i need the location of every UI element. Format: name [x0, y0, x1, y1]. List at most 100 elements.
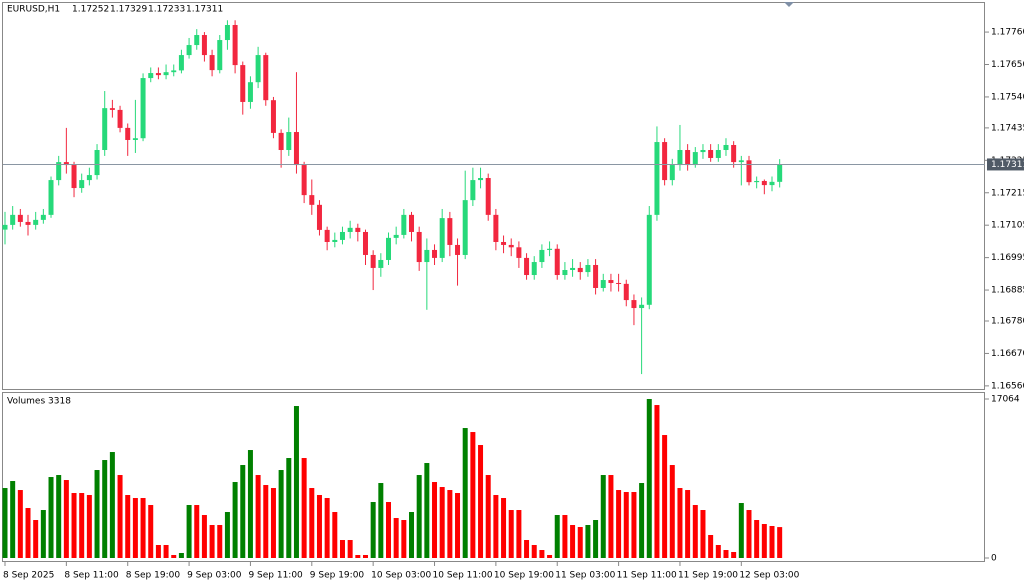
y-tick-label: 1.16885	[991, 286, 1024, 296]
volume-bar	[593, 520, 599, 558]
candle-body	[370, 254, 376, 268]
volume-bar	[301, 458, 307, 558]
candle-body	[386, 237, 391, 260]
candle-body	[401, 214, 407, 235]
y-tick-label: 0	[991, 554, 997, 564]
candle-body	[432, 249, 438, 258]
candle-body	[700, 150, 706, 153]
volume-bar	[232, 482, 238, 558]
volume-bar	[17, 490, 23, 558]
candle-body	[769, 181, 775, 186]
candle-body	[140, 78, 146, 139]
volume-bar	[362, 554, 368, 558]
candle-body	[240, 65, 246, 102]
candle-body	[508, 244, 514, 248]
y-tick-label: 1.16670	[991, 349, 1024, 359]
candle-body	[125, 127, 131, 140]
volume-bar	[432, 482, 438, 558]
x-tick-label: 12 Sep 03:00	[739, 571, 799, 581]
volume-bar	[754, 520, 760, 558]
volume-bar	[631, 492, 637, 558]
candle-body	[232, 24, 238, 66]
volume-bar	[40, 510, 46, 558]
volume-bar	[10, 481, 16, 558]
candle-body	[247, 82, 253, 102]
candle-body	[301, 165, 307, 196]
volume-bar	[94, 470, 100, 558]
volume-bar	[416, 475, 422, 558]
volume-bar	[217, 525, 223, 558]
volume-bar	[669, 465, 675, 558]
candle-body	[2, 224, 8, 230]
volume-bar	[71, 493, 77, 558]
volume-bar	[616, 490, 622, 558]
volume-bar	[501, 498, 507, 558]
volume-bar	[278, 470, 284, 558]
volume-bar	[723, 550, 729, 558]
candle-body	[424, 249, 430, 263]
y-tick-label: 1.17650	[991, 60, 1024, 70]
x-tick-label: 10 Sep 11:00	[433, 571, 493, 581]
candle-body	[708, 150, 714, 158]
x-tick-label: 10 Sep 19:00	[494, 571, 554, 581]
volume-bar	[148, 505, 154, 558]
volume-bar	[470, 432, 476, 558]
x-tick-label: 9 Sep 11:00	[248, 571, 303, 581]
volume-bar	[224, 512, 230, 558]
volume-bar	[255, 475, 261, 558]
shift-marker	[784, 2, 794, 7]
header-text: 1.17233	[148, 5, 185, 15]
volume-bar	[286, 458, 292, 558]
volume-bar	[401, 520, 407, 558]
volume-bar	[677, 488, 683, 558]
volume-bar	[524, 540, 530, 558]
volume-bar	[600, 475, 606, 558]
volume-bar	[424, 463, 430, 558]
candle-body	[293, 132, 299, 166]
volume-bar	[140, 498, 146, 558]
candle-body	[777, 164, 783, 182]
volume-bar	[194, 505, 200, 558]
volume-bar	[171, 554, 177, 558]
x-tick-label: 11 Sep 11:00	[617, 571, 677, 581]
y-tick-label: 1.16560	[991, 381, 1024, 391]
volume-bar	[685, 490, 691, 558]
candle-body	[163, 72, 169, 76]
volume-bar	[608, 475, 614, 558]
x-tick-label: 8 Sep 2025	[3, 571, 54, 581]
volume-bar	[86, 495, 92, 558]
candle-body	[362, 231, 368, 255]
volume-bar	[48, 477, 54, 558]
candle-body	[17, 214, 23, 222]
volume-bar	[155, 545, 161, 558]
volume-bar	[355, 554, 361, 558]
volume-bar	[478, 445, 484, 558]
candle-body	[33, 219, 39, 225]
candle-body	[631, 300, 637, 309]
volume-bar	[347, 540, 353, 558]
candle-body	[186, 45, 192, 56]
volume-bar	[63, 480, 69, 558]
volume-bar	[163, 545, 169, 558]
volume-bar	[293, 406, 299, 558]
volume-bar	[324, 498, 330, 558]
y-tick-label: 1.17435	[991, 123, 1024, 133]
volume-bar	[201, 515, 207, 558]
candle-body	[378, 259, 384, 268]
candle-body	[63, 162, 69, 166]
volume-bar	[247, 450, 253, 558]
price-label: 1.17311	[991, 160, 1024, 170]
candle-body	[109, 108, 115, 110]
candle-body	[286, 132, 292, 151]
volume-bar	[777, 527, 783, 558]
volume-bar	[25, 508, 31, 558]
volume-bar	[562, 515, 568, 558]
volume-bar	[332, 512, 338, 558]
candle-body	[539, 249, 545, 263]
candle-body	[570, 267, 576, 271]
volume-bar	[485, 475, 491, 558]
candle-body	[455, 244, 461, 255]
volume-bar	[646, 399, 652, 558]
volume-bar	[33, 520, 39, 558]
